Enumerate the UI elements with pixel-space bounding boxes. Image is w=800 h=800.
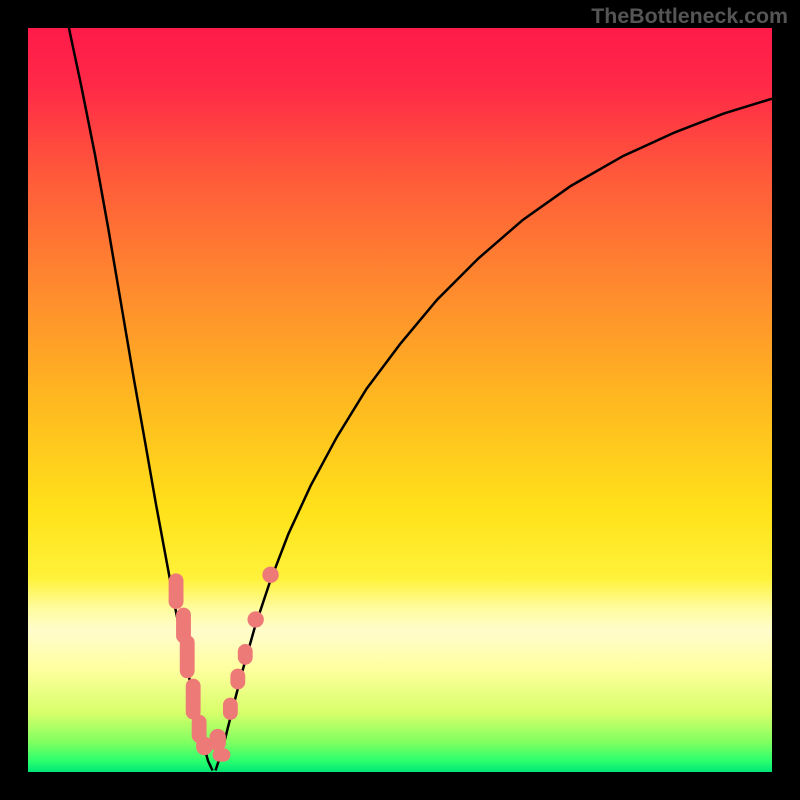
- data-marker: [223, 698, 238, 720]
- data-marker: [247, 611, 263, 627]
- data-marker: [186, 679, 201, 720]
- chart-container: TheBottleneck.com: [0, 0, 800, 800]
- data-marker: [169, 573, 184, 609]
- data-marker: [180, 635, 195, 678]
- data-marker: [230, 669, 245, 690]
- plot-area: [28, 28, 772, 772]
- data-marker: [213, 748, 231, 761]
- data-marker: [238, 644, 253, 665]
- data-marker: [210, 729, 226, 751]
- right-curve: [215, 99, 772, 771]
- data-marker: [262, 567, 278, 583]
- curve-layer: [28, 28, 772, 772]
- watermark-text: TheBottleneck.com: [591, 4, 788, 29]
